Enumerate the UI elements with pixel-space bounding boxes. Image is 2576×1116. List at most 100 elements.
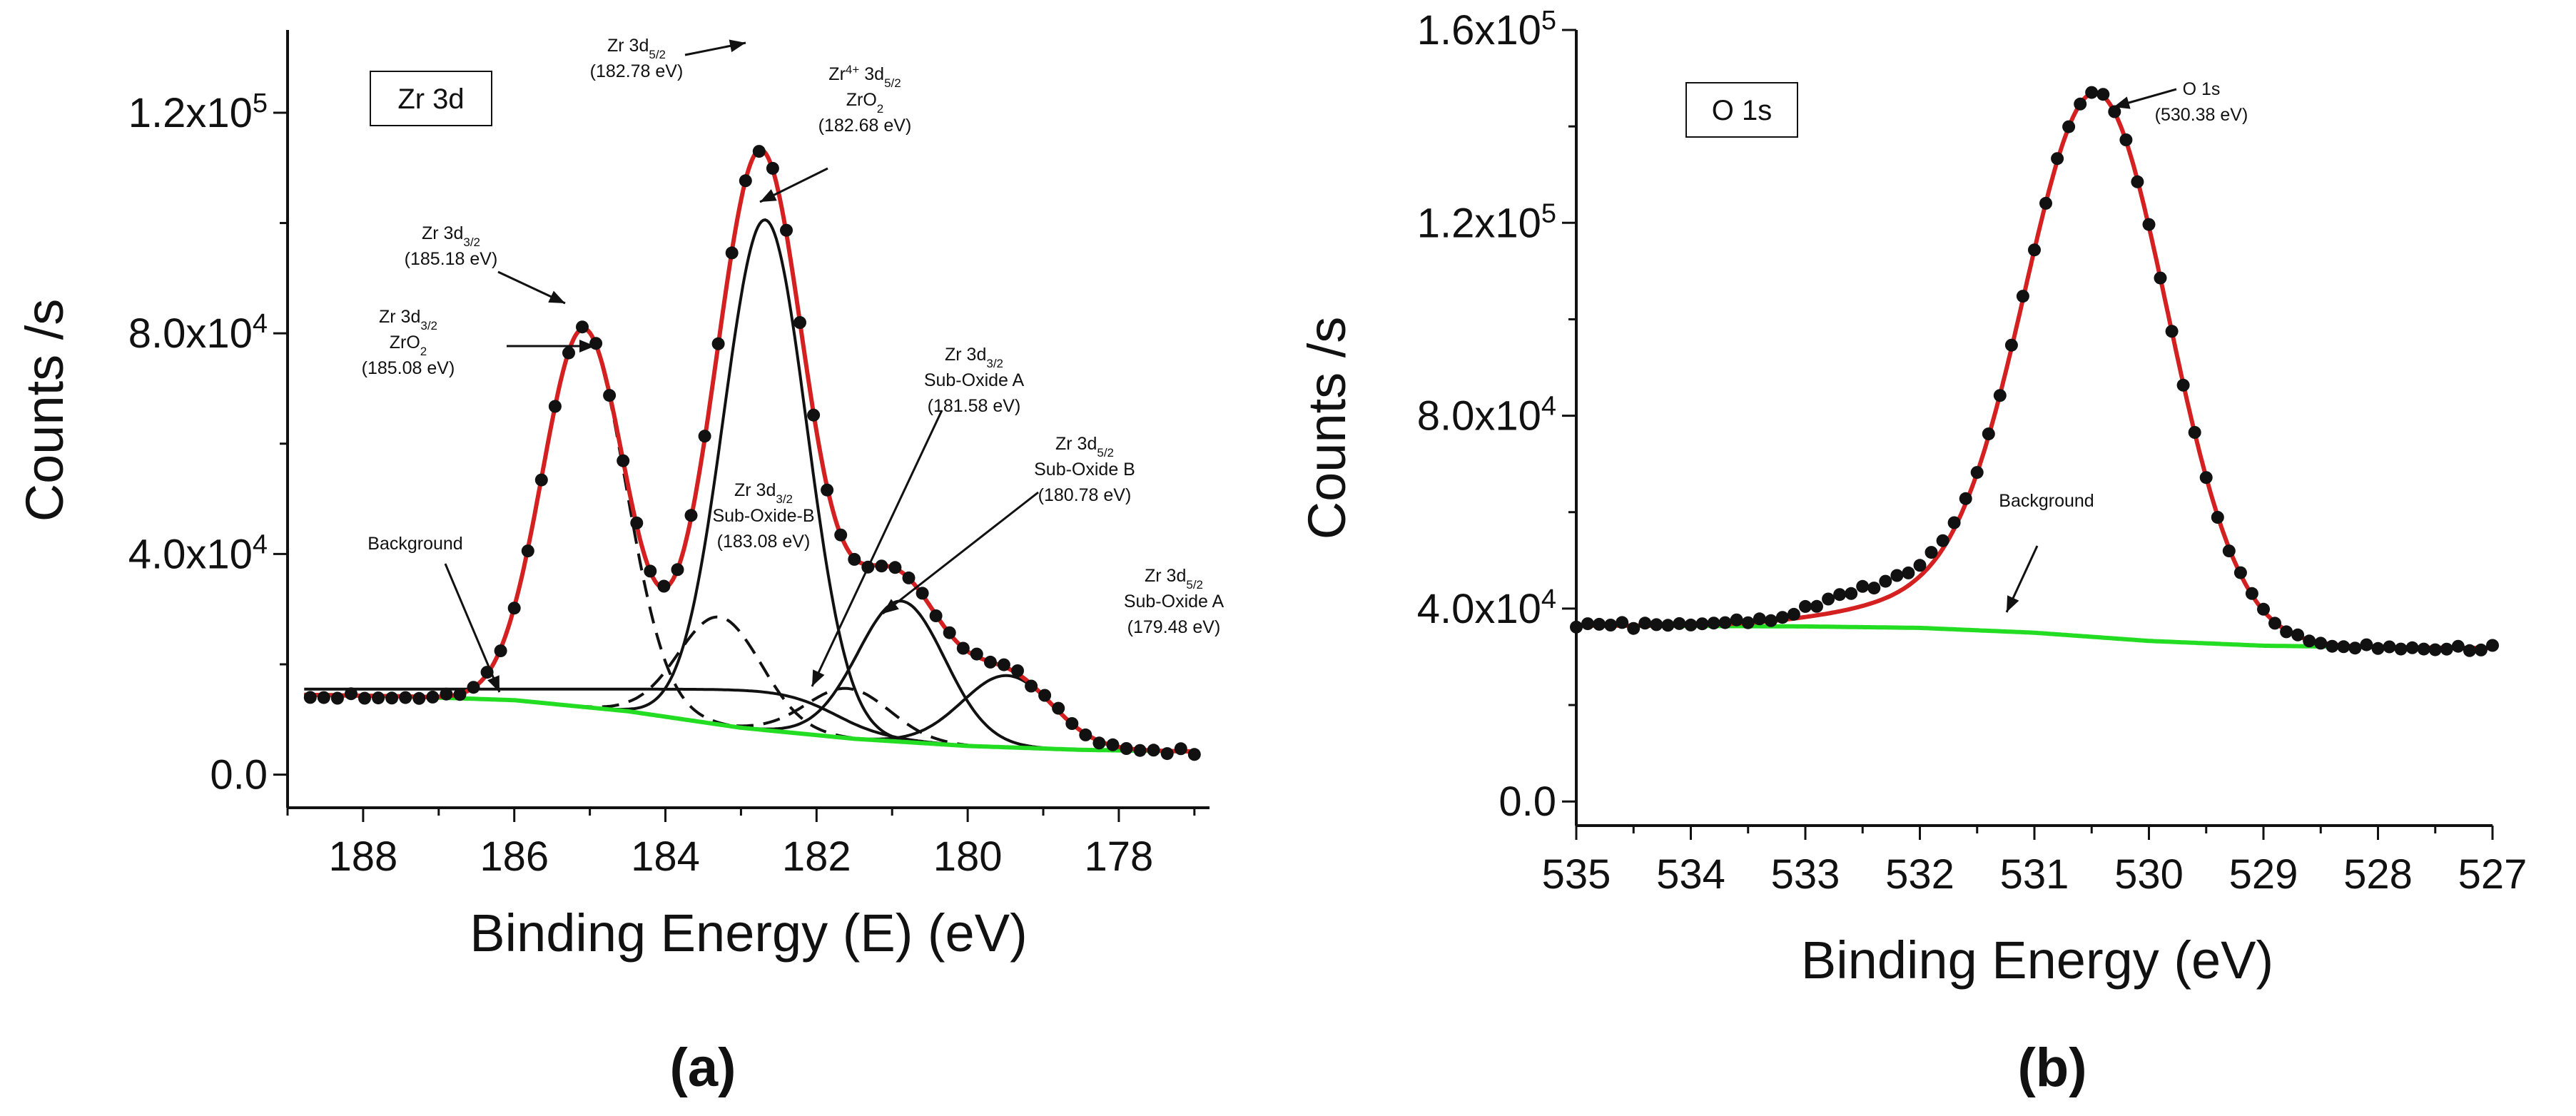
component-peak	[304, 615, 1193, 754]
x-tick-label: 530	[2114, 851, 2184, 898]
annotation-line: Zr 3d3/2	[945, 345, 1003, 370]
x-tick-label: 178	[1085, 833, 1154, 880]
panel-b-panel-label: (b)	[2017, 1038, 2086, 1098]
data-point	[1052, 701, 1065, 715]
annotation-line: ZrO2	[390, 333, 427, 358]
data-point	[1079, 728, 1092, 741]
x-tick-label: 186	[480, 833, 549, 880]
data-point	[2417, 642, 2430, 656]
data-point	[372, 691, 385, 705]
annotation-line: (185.18 eV)	[405, 249, 498, 269]
panel-a-y-label: Counts /s	[15, 299, 74, 522]
data-point	[983, 655, 997, 669]
data-point	[2360, 638, 2373, 651]
data-point	[2337, 640, 2351, 654]
data-point	[2188, 426, 2201, 439]
data-point	[793, 316, 806, 329]
data-point	[711, 337, 725, 350]
x-tick-label: 529	[2229, 851, 2298, 898]
data-point	[2211, 511, 2224, 524]
data-point	[780, 223, 793, 237]
data-point	[766, 161, 779, 175]
data-point	[1684, 618, 1698, 631]
data-point	[1106, 738, 1120, 751]
annotation-arrow-line	[882, 491, 1039, 615]
y-tick-label: 1.2x105	[1417, 198, 1556, 246]
data-point	[2348, 641, 2362, 655]
data-point	[1822, 592, 1835, 606]
y-tick-label: 8.0x104	[1417, 392, 1556, 440]
x-tick-label: 533	[1771, 851, 1840, 898]
annotation-arrow-head	[548, 290, 565, 303]
annotation-arrow-head	[579, 340, 595, 352]
annotation-line: (183.08 eV)	[717, 532, 811, 552]
data-point	[671, 563, 684, 577]
data-point	[1925, 546, 1938, 559]
data-point	[1775, 611, 1789, 624]
y-tick-label: 1.2x105	[128, 88, 268, 136]
data-point	[2233, 566, 2247, 579]
data-point	[888, 561, 902, 574]
data-point	[970, 647, 983, 661]
x-tick-label: 534	[1656, 851, 1725, 898]
data-point	[2016, 290, 2029, 303]
data-point	[2165, 325, 2179, 338]
annotation-line: Zr 3d5/2	[1055, 434, 1114, 460]
data-point	[1982, 427, 1995, 441]
panel-a-zr3d: 188 186 184 182 180 178 0.0 4.0x104 8.0x104 1.2x1…	[15, 30, 1224, 1098]
data-point	[2051, 152, 2064, 166]
panel-b-y-label: Counts /s	[1297, 317, 1357, 540]
annotation-arrow-head	[2007, 595, 2019, 612]
data-point	[657, 579, 671, 593]
data-point	[1856, 579, 1870, 593]
annotation-arrow-head	[812, 669, 825, 686]
data-point	[684, 509, 698, 522]
data-point	[2463, 644, 2476, 657]
y-tick-label: 4.0x104	[128, 529, 268, 577]
y-tick-label: 8.0x104	[128, 309, 268, 357]
data-point	[1787, 607, 1800, 621]
data-point	[1147, 744, 1160, 757]
data-point	[956, 641, 970, 655]
data-point	[1936, 534, 1949, 547]
data-point	[1616, 616, 1629, 629]
data-point	[1799, 599, 1812, 613]
x-tick-label: 182	[782, 833, 851, 880]
data-point	[875, 559, 888, 573]
data-point	[1092, 736, 1106, 750]
data-point	[2074, 97, 2087, 111]
data-point	[1011, 664, 1024, 677]
y-tick-label: 0.0	[210, 752, 268, 798]
data-point	[1025, 679, 1038, 693]
panel-b-title-box	[1685, 82, 1798, 138]
data-point	[2245, 587, 2258, 600]
data-point	[2383, 640, 2396, 654]
data-point	[1833, 588, 1847, 602]
annotation-line: (179.48 eV)	[1127, 617, 1221, 637]
data-point	[1695, 617, 1709, 631]
data-point	[2486, 639, 2499, 652]
data-point	[440, 687, 453, 701]
data-point	[2314, 636, 2328, 650]
data-point	[1160, 747, 1174, 761]
data-point	[1753, 612, 1766, 626]
data-point	[1187, 748, 1201, 761]
data-point	[2176, 378, 2190, 392]
panel-b-x-label: Binding Energy (eV)	[1801, 930, 2273, 990]
data-point	[534, 473, 548, 487]
data-point	[589, 337, 603, 350]
y-tick-label: 0.0	[1499, 778, 1556, 825]
data-point	[2451, 639, 2465, 653]
data-point	[330, 691, 344, 705]
data-point	[698, 430, 711, 443]
data-point	[1730, 613, 1743, 627]
y-tick-label: 4.0x104	[1417, 584, 1556, 632]
data-point	[1902, 566, 1915, 579]
data-point	[1845, 587, 1858, 600]
data-point	[2085, 86, 2099, 99]
annotation-line: Zr4+ 3d5/2	[828, 63, 901, 90]
data-point	[997, 658, 1010, 671]
